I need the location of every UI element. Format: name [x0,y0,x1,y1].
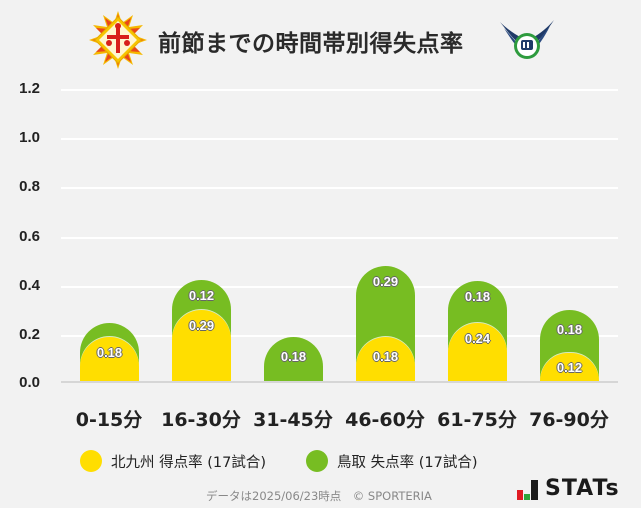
legend-swatch-yellow [80,450,102,472]
gridline [61,89,618,91]
bar-value-label: 0.24 [464,331,491,346]
stats-bars-icon [517,480,539,500]
x-axis-baseline [61,381,618,383]
chart-header: 前節までの時間帯別得失点率 [0,0,641,80]
bar-segment-tottori: 0.18 [264,337,323,381]
y-tick-label: 1.2 [19,80,40,97]
x-tick-label: 0-15分 [75,409,143,431]
legend-item-kitakyushu[interactable]: 北九州 得点率 (17試合) [80,449,266,473]
kitakyushu-emblem-icon [89,11,147,69]
bar-value-label: 0.29 [188,318,215,333]
bar-segment-kitakyushu: 0.24 [448,323,507,381]
x-tick-label: 46-60分 [345,409,425,431]
bar-value-label: 0.18 [96,345,123,360]
bar-segment-kitakyushu: 0.18 [80,337,139,381]
tottori-emblem-icon [500,20,554,59]
bar-value-label: 0.12 [188,288,215,303]
bar-31-45[interactable]: 0.18 [264,337,323,381]
bar-value-label: 0.29 [372,274,399,289]
legend-item-tottori[interactable]: 鳥取 失点率 (17試合) [306,449,477,473]
bar-value-label: 0.18 [464,289,491,304]
bar-46-60[interactable]: 0.29 0.18 [356,266,415,381]
chart-title: 前節までの時間帯別得失点率 [158,31,464,57]
stats-brand-text: STATs [545,476,620,501]
gridline [61,138,618,140]
gridline [61,187,618,189]
bar-value-label: 0.18 [280,349,307,364]
bar-0-15[interactable]: 0.18 [80,323,139,381]
bar-value-label: 0.12 [556,360,583,375]
y-tick-label: 1.0 [19,129,40,146]
x-tick-label: 31-45分 [253,409,333,431]
gridline [61,237,618,239]
y-tick-label: 0.4 [19,277,40,294]
x-tick-label: 61-75分 [437,409,517,431]
bar-value-label: 0.18 [556,322,583,337]
bar-value-label: 0.18 [372,349,399,364]
y-tick-label: 0.0 [19,374,40,391]
bar-16-30[interactable]: 0.12 0.29 [172,280,231,381]
y-tick-label: 0.6 [19,228,40,245]
y-tick-label: 0.2 [19,326,40,343]
bar-61-75[interactable]: 0.18 0.24 [448,281,507,381]
bar-76-90[interactable]: 0.18 0.12 [540,310,599,381]
x-tick-label: 16-30分 [161,409,241,431]
x-tick-label: 76-90分 [529,409,609,431]
stats-logo: STATs [517,478,620,500]
data-source-note: データは2025/06/23時点 © SPORTERIA [206,489,432,503]
gridline [61,335,618,337]
bar-segment-kitakyushu: 0.29 [172,310,231,381]
legend-label: 北九州 得点率 (17試合) [111,454,266,471]
legend-swatch-green [306,450,328,472]
bar-segment-kitakyushu: 0.18 [356,337,415,381]
gridline [61,286,618,288]
y-tick-label: 0.8 [19,178,40,195]
legend-label: 鳥取 失点率 (17試合) [337,454,478,471]
